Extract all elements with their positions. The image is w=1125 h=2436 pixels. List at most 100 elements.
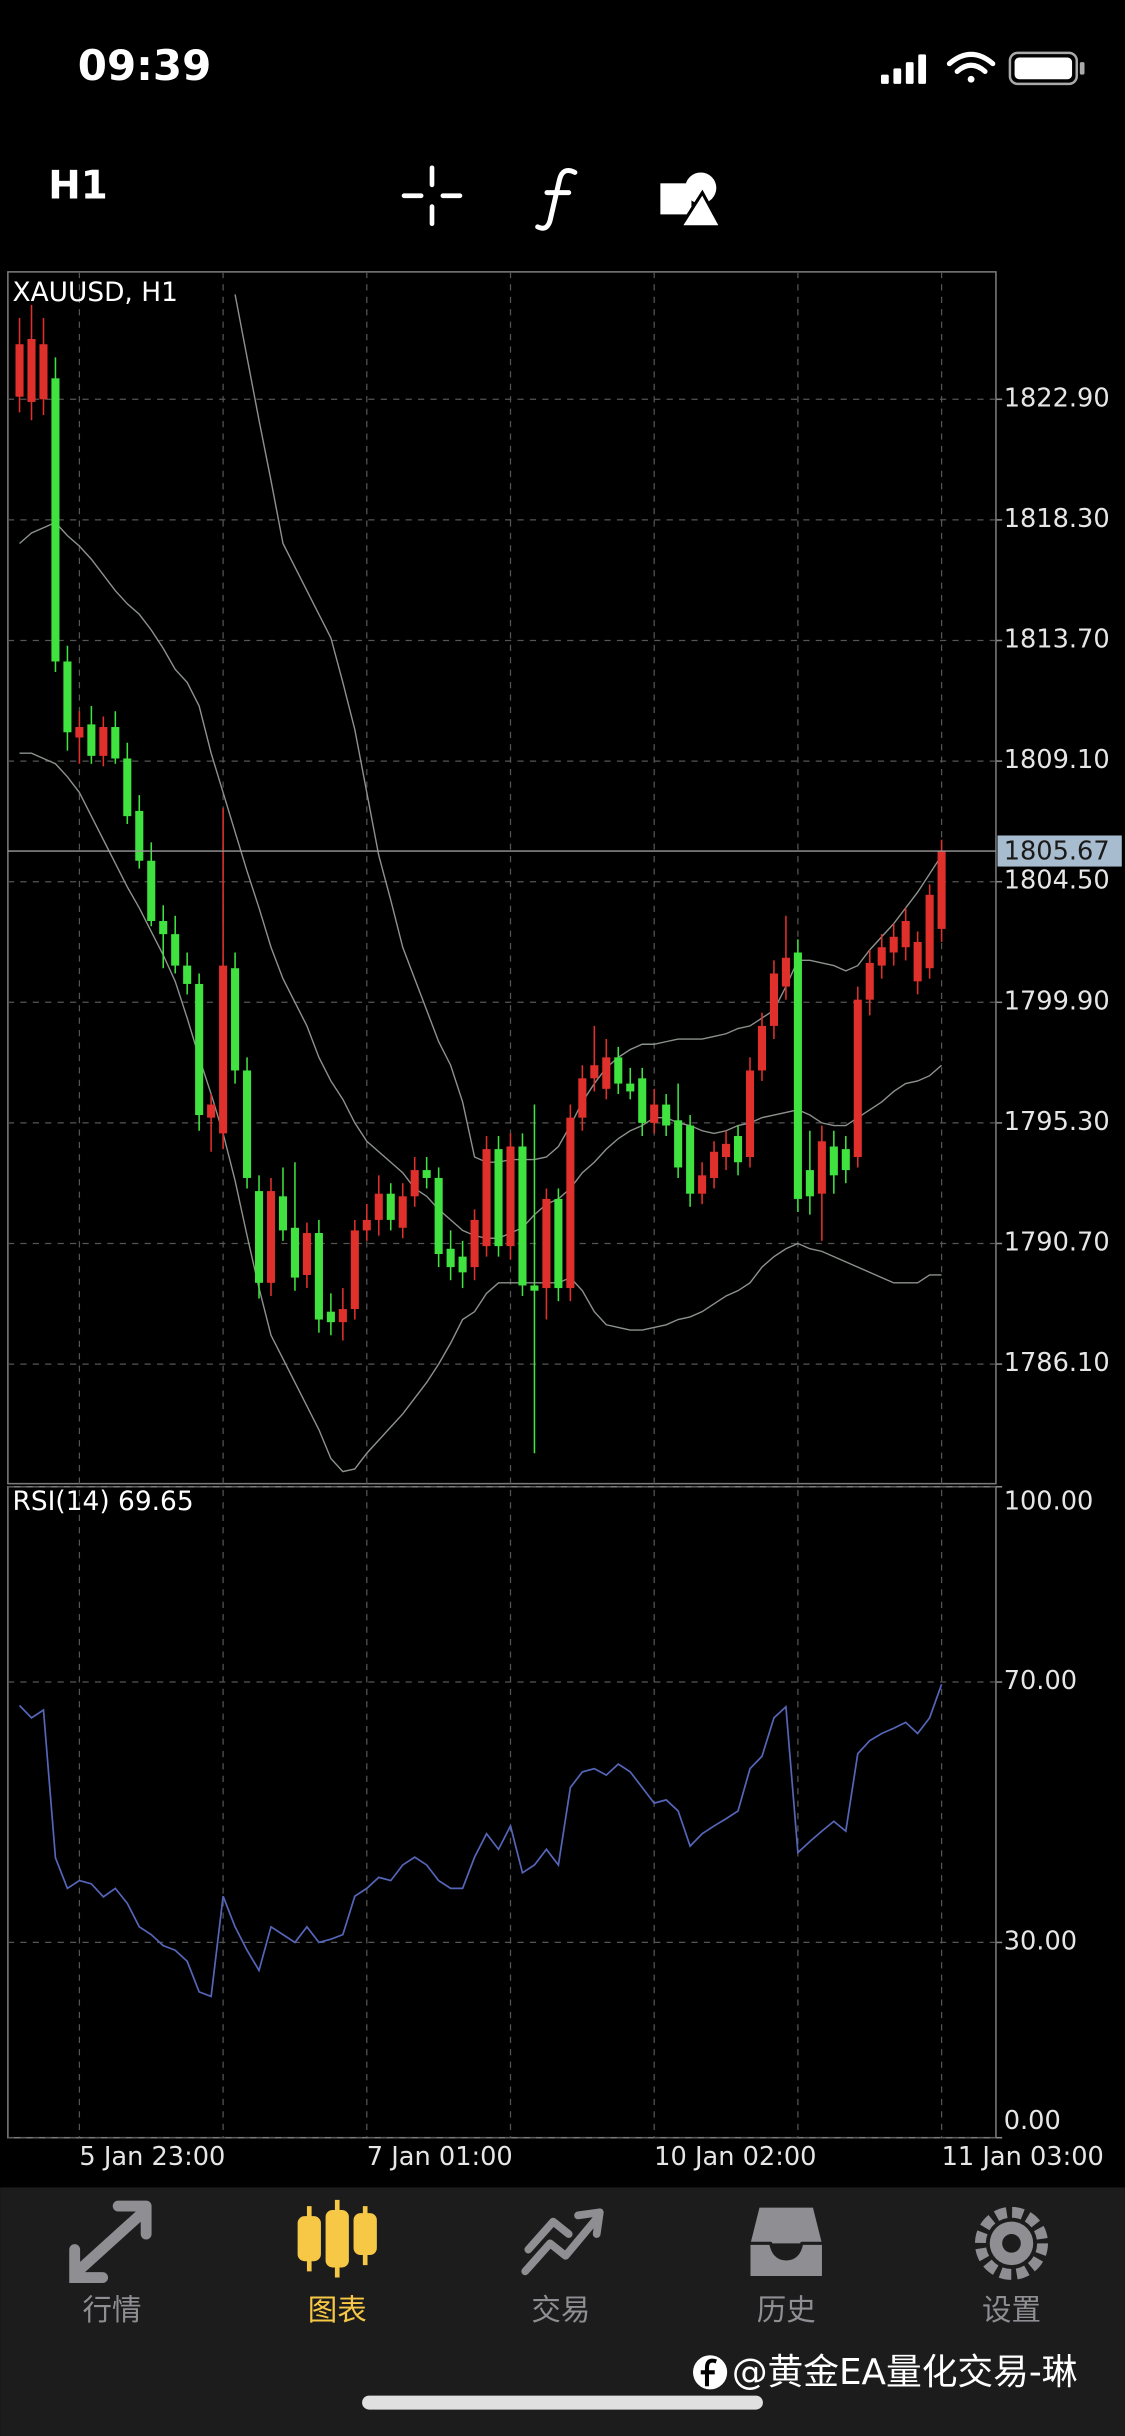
candle-body <box>482 1149 491 1247</box>
rsi-title: RSI(14) 69.65 <box>13 1486 194 1517</box>
candle-body <box>470 1219 479 1268</box>
candle-body <box>254 1191 264 1283</box>
candle-body <box>374 1193 383 1220</box>
candle-body <box>410 1170 419 1197</box>
signal-icon <box>880 54 927 84</box>
candle-body <box>350 1230 359 1310</box>
nav-label[interactable]: 行情 <box>82 2293 141 2327</box>
candle-body <box>183 965 192 984</box>
grid <box>7 271 996 2139</box>
nav-quotes[interactable]: 行情 <box>69 2200 152 2327</box>
y-tick-label: 30.00 <box>1004 1926 1077 1956</box>
watermark-icon-glyph <box>700 2358 717 2387</box>
timeframe-button[interactable]: H1 <box>48 163 108 208</box>
home-indicator <box>362 2395 763 2410</box>
candle-body <box>554 1198 563 1289</box>
y-tick-label: 70.00 <box>1004 1666 1077 1696</box>
candle-body <box>338 1309 347 1323</box>
candle-body <box>865 962 874 1000</box>
candle-body <box>266 1191 276 1283</box>
candle-body <box>159 921 168 935</box>
band-line <box>19 521 943 1239</box>
candle-body <box>889 936 898 953</box>
candle-body <box>314 1233 323 1320</box>
candle-body <box>434 1177 443 1254</box>
nav-history[interactable]: 历史 <box>747 2204 826 2327</box>
nav-label[interactable]: 设置 <box>982 2293 1041 2327</box>
current-price-box <box>997 835 1122 867</box>
candle-body <box>602 1057 611 1089</box>
candle-body <box>123 758 132 817</box>
y-tick-label: 1804.50 <box>1004 866 1110 896</box>
y-tick-label: 1799.90 <box>1004 986 1110 1016</box>
y-tick-label: 1822.90 <box>1004 383 1110 413</box>
candle-body <box>219 965 228 1134</box>
rsi-line <box>18 1684 943 1998</box>
y-tick-label: 1786.10 <box>1004 1348 1110 1378</box>
nav-label[interactable]: 历史 <box>757 2293 816 2327</box>
y-tick-label: 1790.70 <box>1004 1228 1110 1258</box>
candle-body <box>877 947 886 966</box>
indicator-button[interactable] <box>535 168 578 231</box>
candle-body <box>147 860 156 922</box>
candle-body <box>686 1125 695 1194</box>
candle-body <box>722 1143 731 1157</box>
candle-body <box>781 957 790 987</box>
nav-trade[interactable]: 交易 <box>521 2208 604 2327</box>
main-title: XAUUSD, H1 <box>13 277 178 308</box>
y-tick-label: 1813.70 <box>1004 624 1110 654</box>
band-line <box>19 752 942 1473</box>
candle-body <box>243 1070 252 1178</box>
candle-body <box>925 894 934 969</box>
nav-label[interactable]: 交易 <box>531 2293 590 2327</box>
candle-body <box>698 1175 707 1194</box>
candle-body <box>362 1219 371 1231</box>
nav-chart[interactable]: 图表 <box>297 2199 377 2327</box>
band-line <box>234 294 943 1163</box>
candle-body <box>578 1078 587 1118</box>
candle-body <box>278 1196 288 1231</box>
candle-body <box>63 661 72 733</box>
candle-body <box>650 1104 659 1123</box>
objects-button[interactable] <box>660 172 724 229</box>
current-price-label: 1805.67 <box>1004 837 1110 867</box>
status-time: 09:39 <box>78 41 212 90</box>
candle-body <box>793 952 802 1199</box>
candle-body <box>937 851 946 929</box>
candle-body <box>75 727 84 738</box>
nav-settings[interactable]: 设置 <box>974 2206 1048 2327</box>
candle-body <box>518 1146 527 1286</box>
candle-body <box>87 724 96 756</box>
candle-body <box>506 1146 515 1247</box>
battery-icon <box>1008 51 1085 86</box>
wifi-icon <box>946 51 996 83</box>
main-pane-frame <box>7 271 997 1485</box>
candle-body <box>422 1170 431 1178</box>
candle-body <box>769 973 778 1026</box>
candle-body <box>745 1070 755 1157</box>
candle-body <box>853 999 862 1157</box>
y-tick-label: 100.00 <box>1004 1486 1094 1516</box>
y-tick-label: 1818.30 <box>1004 504 1110 534</box>
candle-body <box>27 338 36 402</box>
candle-body <box>231 968 240 1071</box>
rsi-plot <box>18 1684 943 1998</box>
candle-body <box>111 727 120 759</box>
candle-body <box>542 1198 551 1289</box>
y-tick-label: 1809.10 <box>1004 745 1110 775</box>
crosshair-button[interactable] <box>401 165 463 227</box>
candle-body <box>51 378 60 662</box>
candle-body <box>494 1149 503 1247</box>
candle-body <box>39 344 48 400</box>
y-tick-label: 1795.30 <box>1004 1107 1110 1137</box>
candle-body <box>171 934 180 966</box>
x-tick-label: 10 Jan 02:00 <box>654 2142 816 2172</box>
nav-label[interactable]: 图表 <box>308 2293 367 2327</box>
candle-body <box>841 1149 850 1171</box>
candle-body <box>614 1057 623 1084</box>
candle-body <box>626 1083 635 1092</box>
candle-body <box>446 1248 455 1268</box>
candle-body <box>901 921 910 948</box>
